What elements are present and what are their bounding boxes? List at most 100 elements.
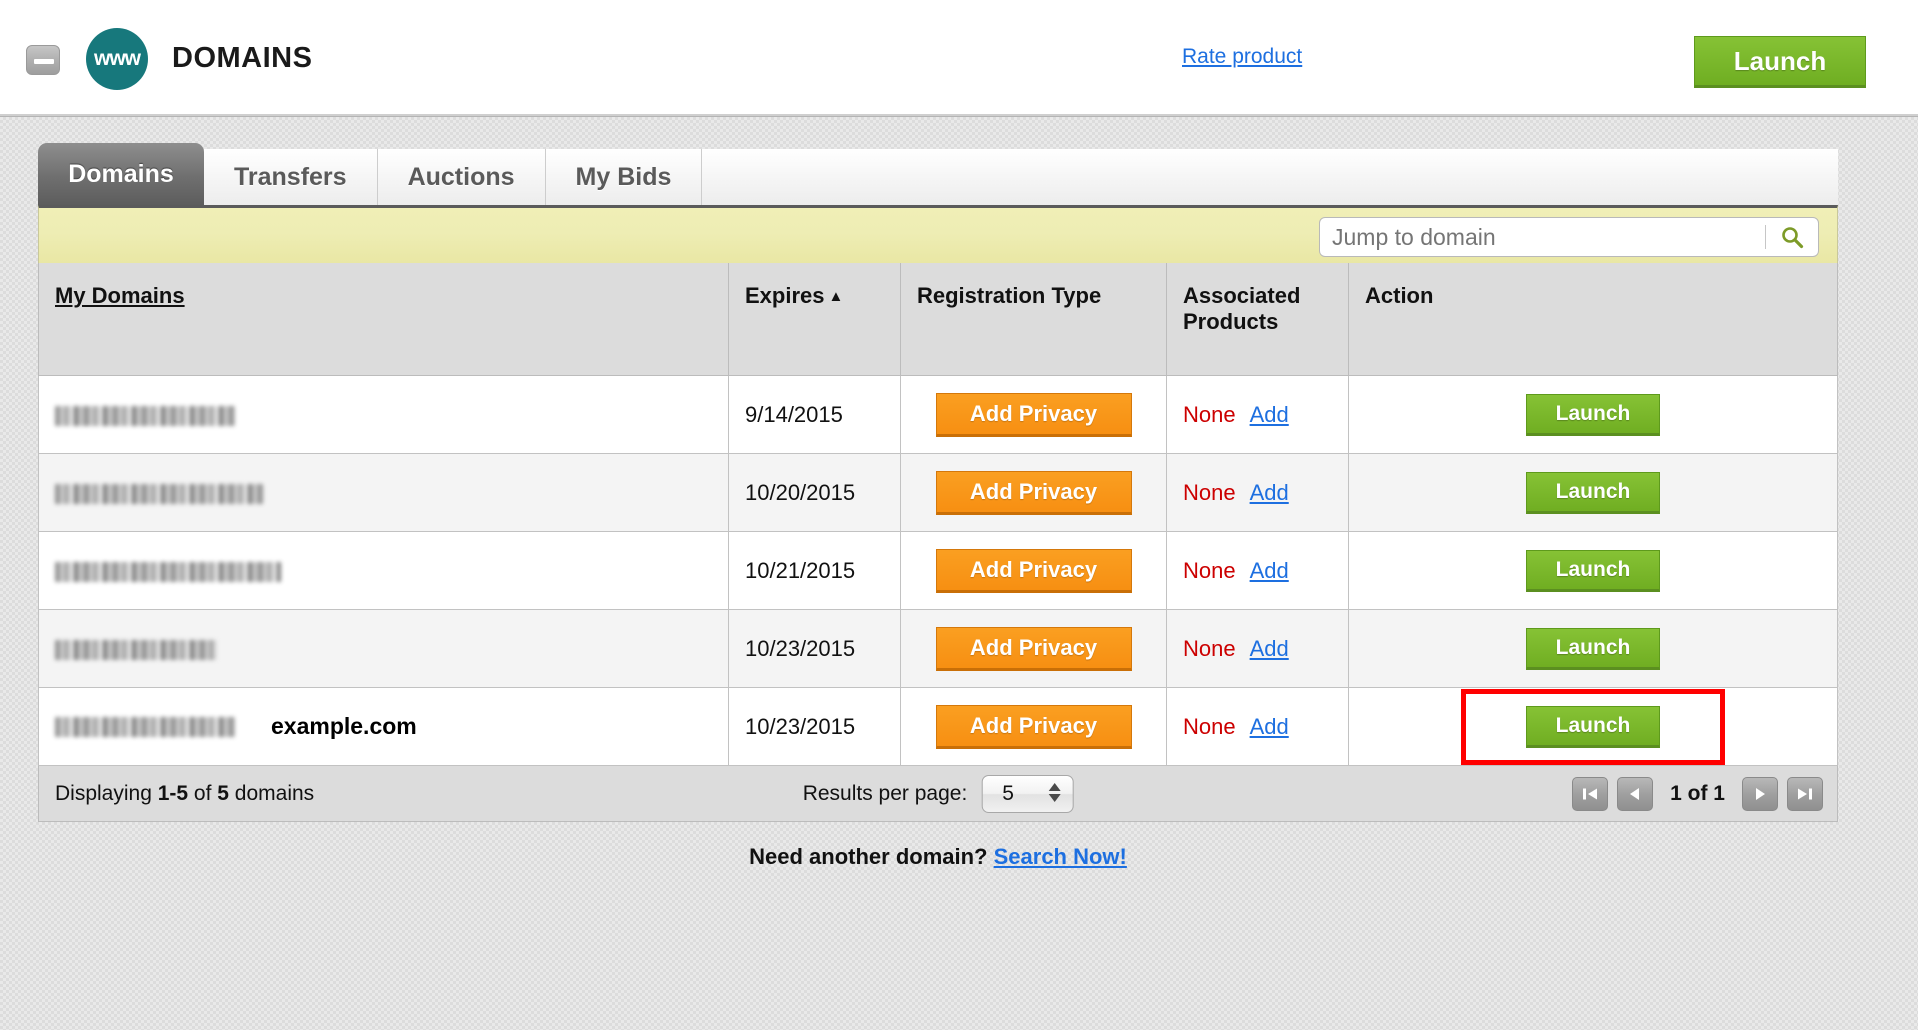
page-body: Domains Transfers Auctions My Bids bbox=[0, 116, 1918, 1030]
cell-registration-type: Add Privacy bbox=[900, 609, 1167, 688]
results-per-page-select[interactable]: 5 bbox=[981, 774, 1074, 813]
associated-products-none: None bbox=[1183, 635, 1236, 661]
table-header-row: My Domains Expires ▲ Registration Type As… bbox=[38, 263, 1838, 376]
header-expires-label: Expires bbox=[745, 283, 825, 308]
search-now-link[interactable]: Search Now! bbox=[993, 844, 1127, 869]
header-expires[interactable]: Expires ▲ bbox=[728, 263, 901, 376]
displaying-range: 1-5 bbox=[157, 781, 189, 805]
cell-expires: 10/20/2015 bbox=[728, 453, 901, 532]
cell-domain-name bbox=[38, 453, 729, 532]
header-my-domains-label[interactable]: My Domains bbox=[55, 283, 185, 308]
tab-domains-label: Domains bbox=[68, 159, 174, 188]
associated-products-add-link[interactable]: Add bbox=[1249, 479, 1289, 505]
associated-products-none: None bbox=[1183, 713, 1236, 739]
header-action: Action bbox=[1348, 263, 1838, 376]
cell-associated-products: None Add bbox=[1166, 609, 1349, 688]
displaying-mid: of bbox=[188, 781, 218, 805]
pagination-label: 1 of 1 bbox=[1670, 781, 1725, 805]
add-privacy-button[interactable]: Add Privacy bbox=[935, 392, 1132, 437]
add-privacy-button[interactable]: Add Privacy bbox=[935, 548, 1132, 593]
collapse-panel-button[interactable] bbox=[26, 45, 60, 75]
search-icon bbox=[1779, 224, 1805, 250]
row-launch-button[interactable]: Launch bbox=[1526, 627, 1660, 670]
associated-products-add-link[interactable]: Add bbox=[1249, 557, 1289, 583]
domains-panel: Domains Transfers Auctions My Bids bbox=[38, 143, 1838, 870]
redacted-domain-name bbox=[55, 561, 281, 582]
pagination-prev-button[interactable] bbox=[1617, 776, 1654, 811]
tab-transfers-label: Transfers bbox=[234, 162, 347, 191]
cell-associated-products: None Add bbox=[1166, 687, 1349, 766]
cell-domain-name: example.com bbox=[38, 687, 729, 766]
search-divider bbox=[1765, 225, 1766, 249]
domain-name-label: example.com bbox=[271, 713, 417, 740]
cell-action: Launch bbox=[1348, 375, 1838, 454]
header-registration-type-label: Registration Type bbox=[917, 283, 1102, 308]
row-launch-button[interactable]: Launch bbox=[1526, 705, 1660, 748]
cell-expires: 10/23/2015 bbox=[728, 687, 901, 766]
rate-product-link[interactable]: Rate product bbox=[1182, 45, 1303, 68]
minus-icon bbox=[34, 59, 54, 64]
cell-action: Launch bbox=[1348, 609, 1838, 688]
displaying-prefix: Displaying bbox=[55, 781, 158, 805]
www-logo-icon: www bbox=[86, 28, 148, 90]
tab-auctions[interactable]: Auctions bbox=[377, 149, 546, 205]
associated-products-add-link[interactable]: Add bbox=[1249, 713, 1289, 739]
displaying-suffix: domains bbox=[228, 781, 315, 805]
cell-registration-type: Add Privacy bbox=[900, 531, 1167, 610]
row-launch-button[interactable]: Launch bbox=[1526, 549, 1660, 592]
tab-my-bids[interactable]: My Bids bbox=[545, 149, 703, 205]
associated-products-add-link[interactable]: Add bbox=[1249, 635, 1289, 661]
tab-transfers[interactable]: Transfers bbox=[204, 149, 378, 205]
redacted-domain-name bbox=[55, 639, 217, 660]
search-input[interactable] bbox=[1320, 223, 1765, 251]
cell-domain-name bbox=[38, 375, 729, 454]
product-header: www DOMAINS Rate product Launch bbox=[0, 0, 1918, 116]
associated-products-add-link[interactable]: Add bbox=[1249, 401, 1289, 427]
row-launch-button[interactable]: Launch bbox=[1526, 471, 1660, 514]
cell-associated-products: None Add bbox=[1166, 453, 1349, 532]
add-privacy-button[interactable]: Add Privacy bbox=[935, 704, 1132, 749]
add-privacy-button[interactable]: Add Privacy bbox=[935, 470, 1132, 515]
stepper-arrows-icon bbox=[1048, 782, 1061, 802]
header-launch-button[interactable]: Launch bbox=[1694, 36, 1866, 88]
results-per-page: Results per page: 5 bbox=[803, 774, 1074, 813]
cell-registration-type: Add Privacy bbox=[900, 375, 1167, 454]
header-registration-type[interactable]: Registration Type bbox=[900, 263, 1167, 376]
header-associated-products[interactable]: Associated Products bbox=[1166, 263, 1349, 376]
cell-expires: 10/21/2015 bbox=[728, 531, 901, 610]
search-button[interactable] bbox=[1766, 218, 1818, 256]
page-title: DOMAINS bbox=[172, 42, 313, 74]
cell-expires: 10/23/2015 bbox=[728, 609, 901, 688]
header-action-label: Action bbox=[1365, 283, 1434, 308]
cell-registration-type: Add Privacy bbox=[900, 453, 1167, 532]
cell-action: Launch bbox=[1348, 531, 1838, 610]
pagination-next-button[interactable] bbox=[1742, 776, 1778, 811]
cell-action: Launch bbox=[1348, 453, 1838, 532]
redacted-domain-name bbox=[55, 716, 235, 737]
displaying-total: 5 bbox=[217, 781, 229, 805]
need-another-domain-text: Need another domain? bbox=[749, 844, 988, 869]
tab-auctions-label: Auctions bbox=[407, 162, 515, 191]
cell-associated-products: None Add bbox=[1166, 531, 1349, 610]
table-row: 10/21/2015 Add Privacy None Add Launch bbox=[38, 531, 1838, 610]
add-privacy-button[interactable]: Add Privacy bbox=[935, 626, 1132, 671]
header-my-domains[interactable]: My Domains bbox=[38, 263, 729, 376]
associated-products-none: None bbox=[1183, 479, 1236, 505]
associated-products-none: None bbox=[1183, 557, 1236, 583]
sort-ascending-icon: ▲ bbox=[828, 288, 844, 305]
results-per-page-value: 5 bbox=[1002, 781, 1014, 805]
table-row: 10/20/2015 Add Privacy None Add Launch bbox=[38, 453, 1838, 532]
search-strip bbox=[38, 205, 1838, 263]
domains-table: My Domains Expires ▲ Registration Type As… bbox=[38, 263, 1838, 766]
row-launch-button[interactable]: Launch bbox=[1526, 393, 1660, 436]
pagination: 1 of 1 bbox=[1572, 776, 1823, 811]
cell-domain-name bbox=[38, 531, 729, 610]
redacted-domain-name bbox=[55, 405, 235, 426]
pagination-last-button[interactable] bbox=[1787, 776, 1823, 811]
pagination-first-button[interactable] bbox=[1572, 776, 1609, 811]
need-another-domain: Need another domain? Search Now! bbox=[38, 844, 1838, 870]
jump-to-domain-box[interactable] bbox=[1319, 217, 1819, 257]
redacted-domain-name bbox=[55, 483, 263, 504]
tab-domains[interactable]: Domains bbox=[38, 143, 204, 205]
cell-registration-type: Add Privacy bbox=[900, 687, 1167, 766]
